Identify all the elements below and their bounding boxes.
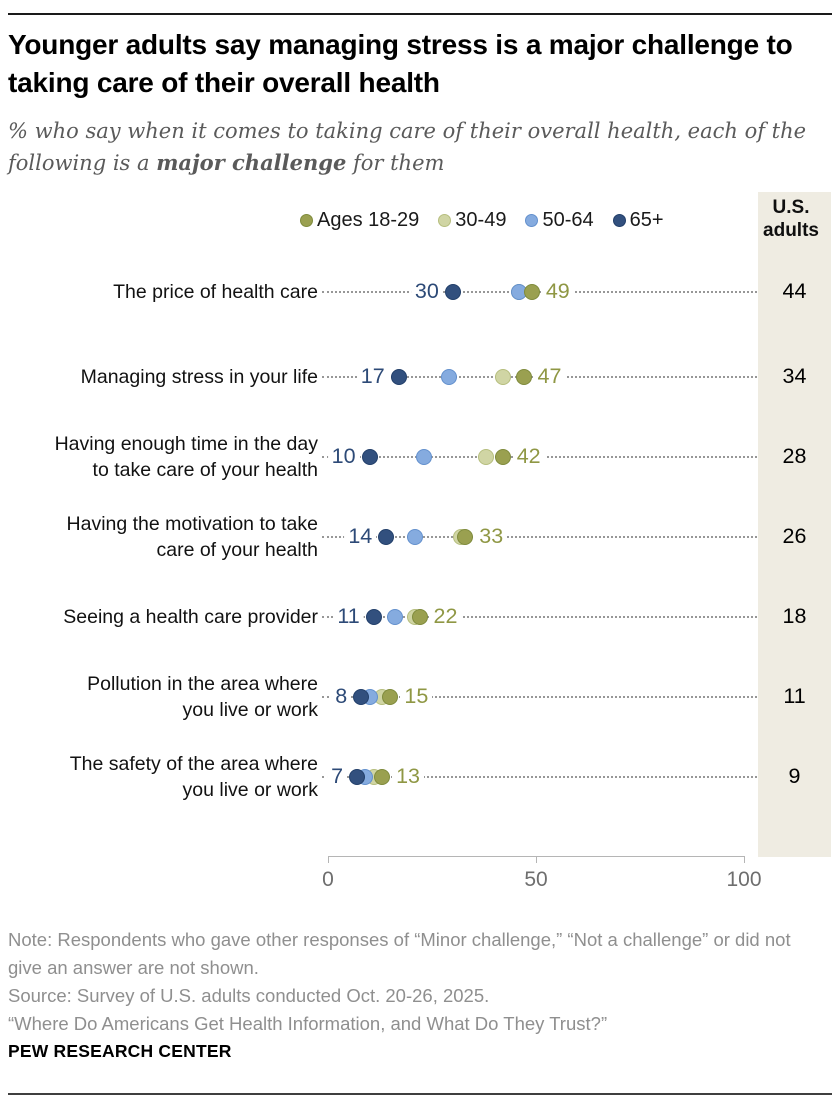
value-label-65plus: 17 <box>356 364 389 389</box>
legend-label: 50-64 <box>542 209 594 231</box>
legend-item-ages_18_29: Ages 18-29 <box>300 209 419 232</box>
value-label-65plus: 30 <box>410 279 443 304</box>
subtitle-bold-phrase: major challenge <box>156 150 347 175</box>
x-axis-tick-50 <box>536 856 537 863</box>
category-label: Having the motivation to take care of yo… <box>66 513 318 561</box>
data-dot-ages_65plus <box>378 529 395 545</box>
data-dot-ages_18_29 <box>382 689 399 705</box>
legend-item-ages_50_64: 50-64 <box>525 209 594 232</box>
subtitle-suffix: for them <box>346 151 445 175</box>
category-label: Managing stress in your life <box>80 366 318 388</box>
data-dot-ages_18_29 <box>457 529 474 545</box>
x-axis-label-0: 0 <box>322 868 334 891</box>
x-axis-tick-100 <box>744 856 745 863</box>
category-label: The price of health care <box>113 281 318 303</box>
x-axis-tick-0 <box>328 856 329 863</box>
data-dot-ages_65plus <box>349 769 366 785</box>
value-label-18-29: 49 <box>541 279 574 304</box>
us-adults-value: 44 <box>782 279 807 303</box>
value-label-18-29: 47 <box>533 364 566 389</box>
dotted-leader-line <box>322 536 757 538</box>
data-dot-ages_65plus <box>353 689 370 705</box>
value-label-18-29: 13 <box>392 764 424 789</box>
data-dot-ages_50_64 <box>407 529 424 545</box>
dotted-leader-line <box>322 696 757 698</box>
us-adults-column-header: U.S. adults <box>751 196 831 242</box>
data-dot-ages_18_29 <box>515 369 532 385</box>
us-adults-value: 26 <box>782 524 807 548</box>
note-line: Note: Respondents who gave other respons… <box>8 929 791 978</box>
data-dot-ages_65plus <box>444 284 461 300</box>
legend-item-ages_30_49: 30-49 <box>438 209 506 232</box>
dotted-leader-line <box>322 616 757 618</box>
legend-dot-icon-ages_30_49 <box>438 214 452 227</box>
value-label-18-29: 33 <box>475 524 508 549</box>
value-label-65plus: 11 <box>333 604 364 629</box>
data-dot-ages_18_29 <box>523 284 540 300</box>
us-adults-value: 11 <box>783 684 806 708</box>
x-axis-label-100: 100 <box>726 868 762 891</box>
value-label-18-29: 15 <box>400 684 433 709</box>
top-divider <box>8 13 832 15</box>
data-dot-ages_65plus <box>390 369 407 385</box>
us-adults-header-line1: U.S. <box>772 197 810 218</box>
legend-label: 65+ <box>629 209 664 231</box>
value-label-65plus: 14 <box>344 524 377 549</box>
dotted-leader-line <box>322 776 757 778</box>
value-label-18-29: 42 <box>512 444 545 469</box>
us-adults-value: 9 <box>788 764 801 788</box>
us-adults-value: 28 <box>782 444 807 468</box>
data-dot-ages_18_29 <box>494 449 511 465</box>
us-adults-value: 34 <box>782 364 807 388</box>
report-title-line: “Where Do Americans Get Health Informati… <box>8 1013 608 1034</box>
legend-label: Ages 18-29 <box>317 209 420 231</box>
x-axis-label-50: 50 <box>524 868 548 891</box>
value-label-18-29: 22 <box>429 604 462 629</box>
chart-legend: Ages 18-29 30-49 50-64 65+ <box>300 209 664 232</box>
chart-subtitle: % who say when it comes to taking care o… <box>8 116 818 179</box>
us-adults-header-line2: adults <box>763 220 819 241</box>
legend-dot-icon-ages_50_64 <box>525 214 539 227</box>
data-dot-ages_50_64 <box>440 369 457 385</box>
category-label: Pollution in the area where you live or … <box>87 673 318 721</box>
footnote-block: Note: Respondents who gave other respons… <box>8 926 798 1038</box>
data-dot-ages_18_29 <box>411 609 428 625</box>
legend-label: 30-49 <box>455 209 507 231</box>
data-dot-ages_65plus <box>365 609 382 625</box>
data-dot-ages_65plus <box>361 449 378 465</box>
page-title: Younger adults say managing stress is a … <box>8 29 793 98</box>
category-label: The safety of the area where you live or… <box>69 753 318 801</box>
legend-item-ages_65plus: 65+ <box>612 209 664 232</box>
pew-research-center-wordmark: PEW RESEARCH CENTER <box>8 1041 232 1061</box>
legend-dot-icon-ages_65plus <box>612 214 626 227</box>
source-line: Source: Survey of U.S. adults conducted … <box>8 985 490 1006</box>
data-dot-ages_50_64 <box>415 449 432 465</box>
category-label: Having enough time in the day to take ca… <box>54 433 318 481</box>
data-dot-ages_50_64 <box>386 609 403 625</box>
data-dot-ages_18_29 <box>374 769 391 785</box>
us-adults-value: 18 <box>782 604 807 628</box>
us-adults-column-band <box>758 192 831 857</box>
value-label-65plus: 10 <box>327 444 360 469</box>
bottom-divider <box>8 1093 832 1095</box>
legend-dot-icon-ages_18_29 <box>300 214 313 227</box>
subtitle-prefix: % who say when it comes to taking care o… <box>8 119 807 175</box>
category-label: Seeing a health care provider <box>63 606 318 628</box>
value-label-65plus: 7 <box>327 764 348 789</box>
data-dot-ages_30_49 <box>478 449 495 465</box>
data-dot-ages_30_49 <box>494 369 511 385</box>
value-label-65plus: 8 <box>331 684 352 709</box>
